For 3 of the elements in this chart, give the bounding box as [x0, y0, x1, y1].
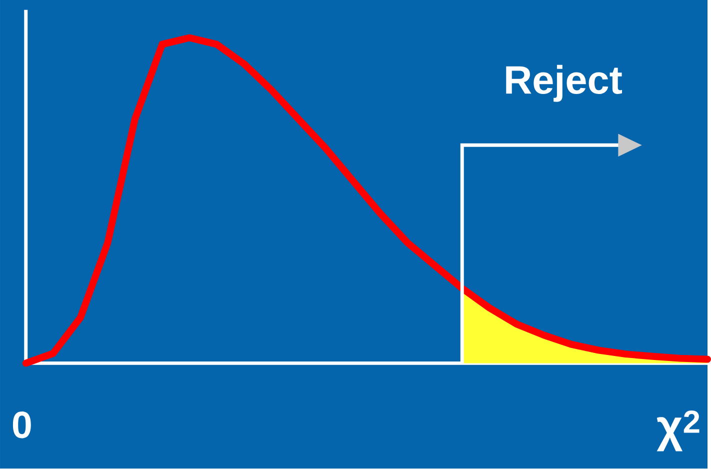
- annotation: Reject: [506, 65, 622, 102]
- text: 0: [12, 412, 31, 438]
- x-axis-title: χ$^{2}$: [656, 410, 700, 452]
